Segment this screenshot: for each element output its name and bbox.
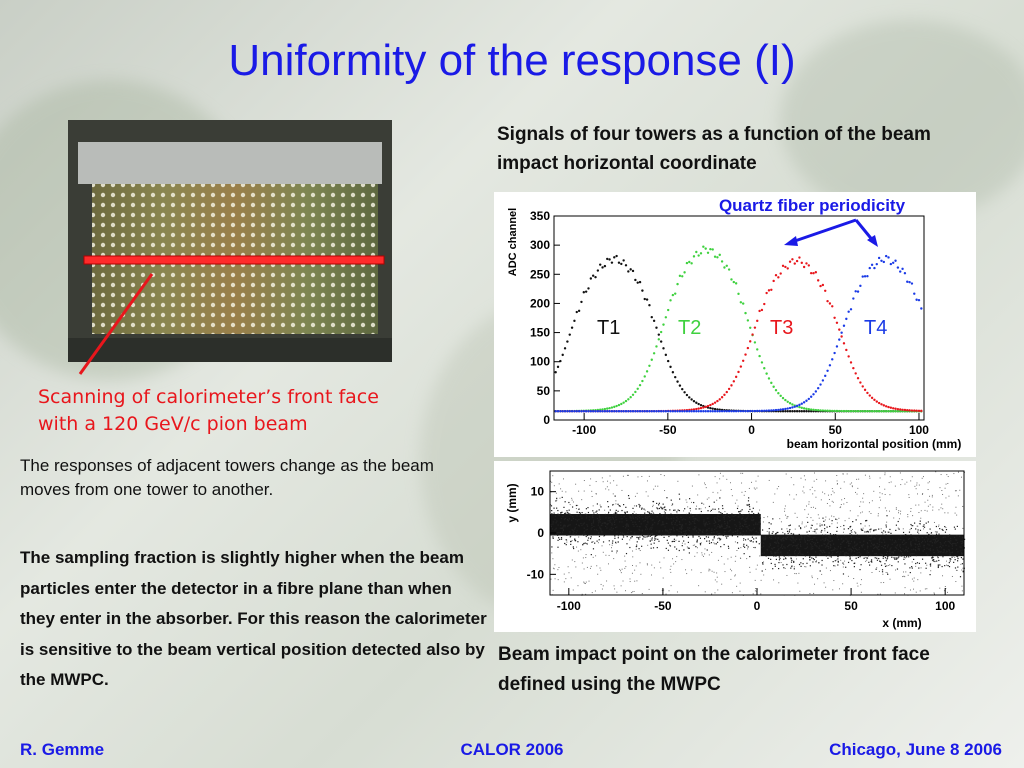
x-tick-label: 50 bbox=[829, 423, 843, 437]
periodicity-arrows bbox=[784, 218, 878, 247]
paragraph-responses: The responses of adjacent towers change … bbox=[20, 456, 434, 499]
x-tick-label: -100 bbox=[572, 423, 596, 437]
slide-title: Uniformity of the response (I) bbox=[228, 36, 796, 85]
calorimeter-photo bbox=[68, 120, 392, 362]
y-tick-label: 200 bbox=[530, 296, 550, 310]
y-tick-label: 0 bbox=[543, 413, 550, 427]
x-tick-label: -50 bbox=[659, 423, 677, 437]
x-tick-label: 0 bbox=[754, 599, 761, 613]
tower-signal-chart: 0 50 100 150 200 250 300 350 -100 -50 0 50 100 ADC c… bbox=[494, 192, 976, 457]
y-axis-label: y (mm) bbox=[505, 483, 519, 522]
y-tick-label: 250 bbox=[530, 267, 550, 281]
x-tick-label: 100 bbox=[909, 423, 929, 437]
series-t4-points bbox=[554, 254, 923, 413]
x-tick-label: -100 bbox=[557, 599, 581, 613]
y-tick-label: 300 bbox=[530, 238, 550, 252]
pointer-arrow bbox=[78, 273, 154, 375]
photo-caption: Scanning of calorimeter’s front face wit… bbox=[38, 384, 488, 438]
x-axis-label: beam horizontal position (mm) bbox=[787, 437, 962, 451]
beam-impact-chart: 100-10-100 -50 0 50 100 y (mm) x (mm) bbox=[494, 461, 976, 632]
series-label-t3: T3 bbox=[770, 317, 793, 339]
y-tick-label: 100 bbox=[530, 355, 550, 369]
chart1-caption: Signals of four towers as a function of … bbox=[497, 124, 931, 174]
photo-caption-line-2: with a 120 GeV/c pion beam bbox=[38, 413, 308, 435]
series-label-t4: T4 bbox=[864, 317, 887, 339]
y-tick-label: -10 bbox=[527, 567, 545, 581]
y-tick-label: 10 bbox=[531, 485, 545, 499]
y-tick-label: 50 bbox=[537, 384, 551, 398]
x-tick-label: 50 bbox=[844, 599, 858, 613]
chart2-caption: Beam impact point on the calorimeter fro… bbox=[498, 644, 930, 695]
x-tick-label: 0 bbox=[748, 423, 755, 437]
quartz-periodicity-annotation: Quartz fiber periodicity bbox=[719, 196, 906, 215]
beam-band-2 bbox=[760, 515, 966, 578]
series-label-t1: T1 bbox=[597, 317, 620, 339]
y-axis-label: ADC channel bbox=[507, 208, 519, 276]
paragraph-sampling-fraction: The sampling fraction is slightly higher… bbox=[20, 548, 487, 689]
y-tick-label: 0 bbox=[537, 526, 544, 540]
photo-caption-line-1: Scanning of calorimeter’s front face bbox=[38, 386, 379, 408]
footer-place-date: Chicago, June 8 2006 bbox=[829, 740, 1002, 759]
x-tick-label: -50 bbox=[654, 599, 672, 613]
x-tick-label: 100 bbox=[935, 599, 955, 613]
y-tick-label: 150 bbox=[530, 326, 550, 340]
y-tick-label: 350 bbox=[530, 209, 550, 223]
beam-band-1 bbox=[550, 493, 762, 558]
beam-impact-points bbox=[550, 471, 966, 596]
footer-conference: CALOR 2006 bbox=[460, 740, 564, 759]
footer-author: R. Gemme bbox=[20, 740, 105, 759]
x-axis-label: x (mm) bbox=[882, 616, 921, 630]
series-label-t2: T2 bbox=[678, 317, 701, 339]
